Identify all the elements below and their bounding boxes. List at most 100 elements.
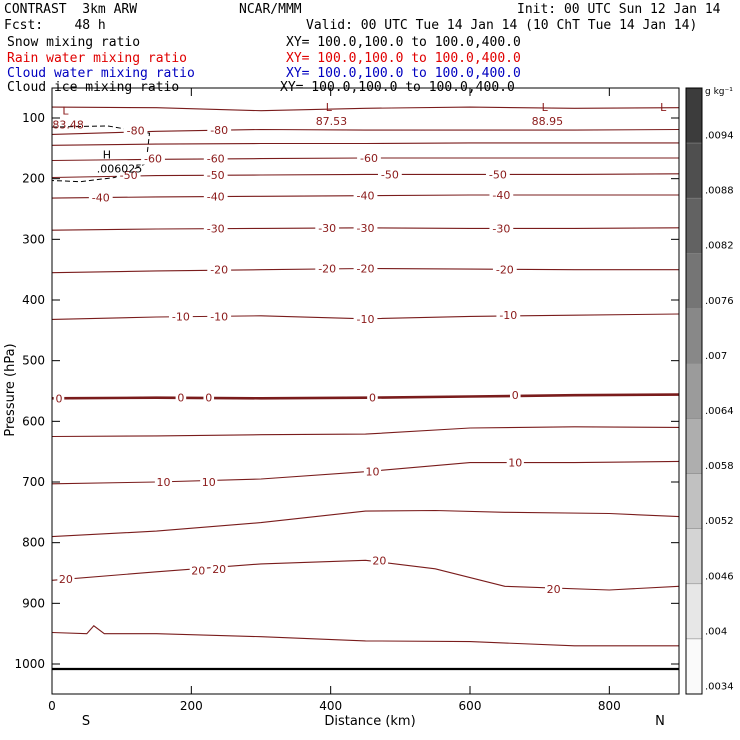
contour-label: 10 [508, 457, 522, 470]
contour-label-bg [357, 152, 381, 165]
extremum-value: 87.53 [316, 115, 348, 128]
contour-label-bg [207, 124, 232, 137]
contour-label-bg [175, 391, 187, 404]
colorbar-tick-label: .0094 [705, 131, 734, 142]
contour-label: 0 [205, 392, 212, 405]
contour-label-bg [367, 391, 378, 404]
colorbar-tick-label: .0046 [705, 571, 734, 582]
contour-label-bg [353, 312, 378, 325]
contour-label-bg [489, 222, 514, 235]
contour-labels: -80 -80-60 -60 -60-50 -50 -50 -50-40 -40 -40 -40-… [53, 124, 563, 596]
colorbar-tick-label: .0064 [705, 406, 734, 417]
y-tick-label: 100 [22, 111, 45, 125]
contour-label-bg [200, 476, 218, 488]
contour-line--80 [51, 128, 680, 135]
colorbar-tick-label: .0034 [705, 681, 734, 692]
contour-label: -20 [318, 262, 336, 275]
contour-label-bg [207, 310, 232, 323]
contour-label: 20 [212, 563, 226, 576]
x-end-label-left: S [82, 714, 90, 729]
colorbar-tick-label: .0082 [705, 241, 734, 252]
contour-label: -10 [172, 310, 190, 323]
y-tick-label: 800 [22, 536, 45, 550]
colorbar-segment [685, 473, 703, 529]
colorbar: .0094 .0088 .0082 .0076 .007 .0064 .0058 .0052.… [685, 87, 734, 695]
y-axis-title: Pressure (hPa) [3, 343, 18, 436]
colorbar-frame [685, 87, 703, 695]
x-tick-label: 200 [180, 699, 203, 713]
contour-label: -20 [496, 264, 514, 277]
extremum-l-marker: L [660, 101, 667, 114]
temperature-contours [51, 106, 680, 647]
y-tick-label: 600 [22, 414, 45, 428]
contour-label: 20 [547, 583, 561, 596]
colorbar-segment [685, 308, 703, 364]
contour-label: -30 [492, 222, 510, 235]
contour-label: -40 [357, 190, 375, 203]
x-tick-label: 400 [319, 699, 342, 713]
colorbar-segment [685, 418, 703, 474]
contour-label-bg [203, 222, 228, 235]
contour-label-bg [509, 389, 521, 402]
colorbar-segment [685, 197, 703, 254]
colorbar-tick-label: .0088 [705, 186, 734, 197]
contour-label-bg [353, 221, 378, 234]
center-label: NCAR/MMM [239, 2, 302, 17]
colorbar-segment [685, 363, 703, 419]
contour-line-20 [51, 559, 680, 591]
contour-label-bg [315, 262, 340, 275]
y-tick-label: 700 [22, 475, 45, 489]
contour-label-bg [370, 554, 389, 567]
contour-label: 20 [372, 554, 386, 567]
contour-label-bg [203, 190, 228, 203]
y-tick-label: 1000 [14, 657, 45, 671]
y-tick-label: 400 [22, 293, 45, 307]
colorbar-segment [685, 583, 703, 640]
contour-label-bg [203, 391, 215, 404]
contour-label-bg [207, 263, 232, 276]
contour-label-bg [489, 189, 514, 202]
x-end-label-right: N [655, 714, 665, 729]
contour-label: 10 [202, 476, 216, 489]
field-snow-name: Snow mixing ratio [7, 35, 141, 50]
contour-label-bg [353, 189, 378, 202]
contour-label-bg [353, 262, 378, 275]
contour-label: -80 [210, 124, 228, 137]
contour-label-bg [189, 564, 207, 577]
contour-line--50 [51, 173, 680, 179]
init-time: Init: 00 UTC Sun 12 Jan 14 [517, 2, 721, 17]
contour-label: -60 [360, 152, 378, 165]
contour-label-bg [53, 392, 65, 405]
plot-frame [51, 87, 680, 695]
colorbar-segment [685, 528, 703, 585]
contour-label-bg [210, 562, 228, 575]
field-cloudwater-name: Cloud water mixing ratio [7, 66, 195, 81]
contour-label: 0 [177, 392, 184, 405]
extremum-l-marker: L [542, 101, 549, 114]
colorbar-segment [685, 638, 703, 695]
forecast-hour: Fcst: 48 h [4, 18, 106, 33]
field-rain-xy: XY= 100.0,100.0 to 100.0,400.0 [286, 51, 521, 66]
x-tick-label: 600 [459, 699, 482, 713]
y-tick-label: 500 [22, 354, 45, 368]
contour-label-bg [545, 582, 563, 595]
contour-label-bg [363, 465, 382, 478]
contour-label-bg [506, 456, 524, 469]
contour-label: -50 [489, 168, 507, 181]
contour-line-0 [51, 393, 680, 400]
contour-label: -30 [357, 222, 375, 235]
contour-label-bg [57, 573, 75, 586]
colorbar-unit: g kg⁻¹ [705, 87, 733, 97]
field-snow-xy: XY= 100.0,100.0 to 100.0,400.0 [286, 35, 521, 50]
colorbar-tick-label: .0076 [705, 296, 734, 307]
colorbar-tick-label: .0058 [705, 461, 734, 472]
contour-label: 20 [59, 573, 73, 586]
contour-label: -40 [92, 191, 110, 204]
contour-label: -50 [207, 169, 225, 182]
contour-label-bg [492, 263, 517, 276]
contour-label: 0 [369, 392, 376, 405]
contour-label: 20 [191, 565, 205, 578]
contour-label-bg [315, 221, 340, 234]
contour-label-bg [496, 309, 521, 322]
